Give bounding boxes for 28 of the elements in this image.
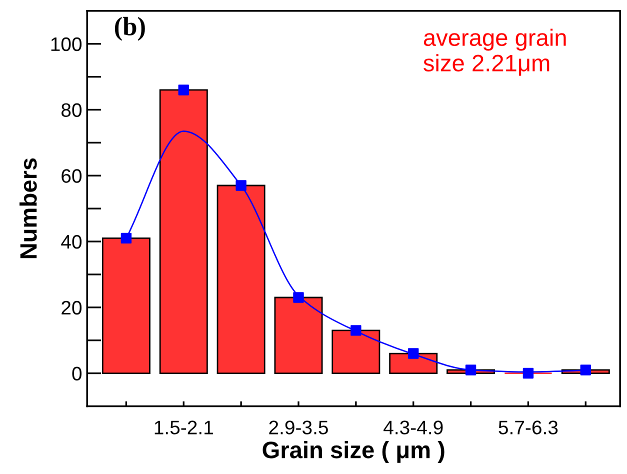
point [408, 348, 419, 359]
bar [216, 184, 266, 374]
point [293, 292, 304, 303]
y-tick-label: 60 [62, 169, 82, 183]
bar [159, 89, 208, 374]
x-tick-label: 1.5-2.1 [154, 420, 213, 434]
y-tick-label: 0 [72, 366, 82, 381]
x-tick-label: 5.7-6.3 [498, 420, 558, 434]
y-tick-label: 100 [51, 37, 82, 52]
annotation: (b) [114, 16, 145, 41]
y-tick-label: 40 [61, 234, 82, 249]
y-axis-title: Numbers [20, 158, 37, 258]
x-axis-title: Grain size ( μm ) [262, 441, 444, 464]
x-tick-label: 4.3-4.9 [384, 420, 443, 434]
point [178, 84, 189, 96]
bar [332, 330, 380, 374]
point [580, 364, 591, 376]
y-tick-label: 20 [62, 300, 82, 315]
annotation: average grain size 2.21μm [424, 28, 566, 76]
bar [389, 352, 438, 374]
x-tick-label: 2.9-3.5 [269, 420, 328, 434]
point [236, 180, 246, 191]
point [350, 325, 362, 336]
point [120, 232, 132, 244]
point [465, 364, 476, 376]
point [522, 368, 534, 379]
bar [274, 296, 323, 374]
y-tick-label: 80 [62, 103, 82, 117]
